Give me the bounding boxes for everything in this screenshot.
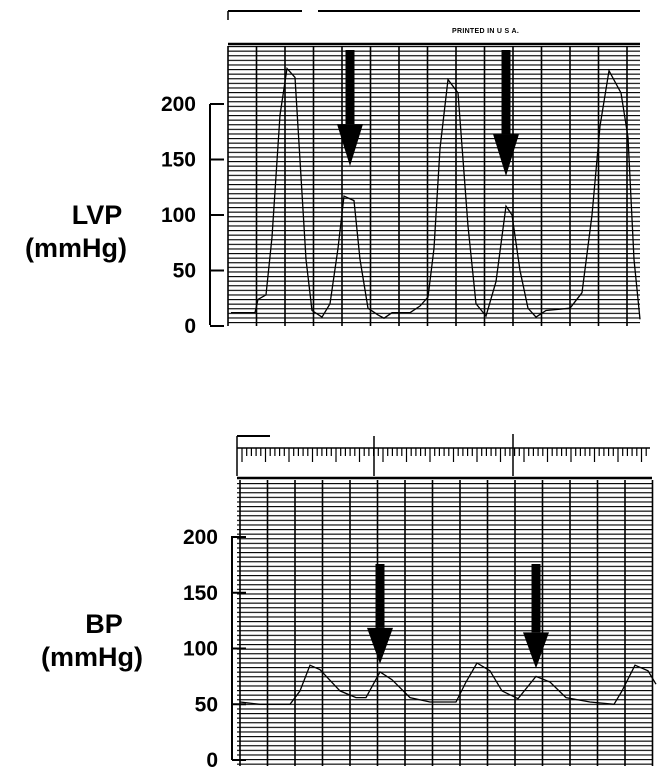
bp-ylabel-line2: (mmHg) (41, 642, 143, 672)
lvp-trace (231, 67, 641, 320)
y-tick-label: 0 (184, 315, 196, 338)
bp-y-ticks: 0 50 100 150 200 (183, 526, 246, 770)
y-tick-label: 100 (183, 638, 218, 661)
lvp-vertical-grid (227, 46, 628, 326)
y-tick-label: 50 (173, 260, 196, 283)
lvp-grid (228, 46, 640, 326)
marker-arrow (523, 564, 549, 669)
y-tick-label: 200 (161, 93, 196, 116)
bp-panel: 0 50 100 150 200 BP (mmHg) (41, 434, 657, 770)
bp-arrows (367, 564, 549, 669)
paper-header-text: PRINTED IN U S A. (452, 28, 519, 35)
bp-ylabel-line1: BP (85, 609, 123, 639)
y-tick-label: 150 (161, 149, 196, 172)
y-tick-label: 0 (206, 749, 218, 770)
y-tick-label: 50 (195, 693, 218, 716)
y-tick-label: 100 (161, 204, 196, 227)
lvp-ylabel-line2: (mmHg) (25, 233, 127, 263)
bp-grid (237, 480, 652, 766)
bp-vertical-grid (239, 480, 654, 766)
bp-trace (239, 662, 657, 705)
marker-arrow (337, 50, 363, 167)
lvp-ylabel-line1: LVP (72, 200, 123, 230)
lvp-arrows (337, 50, 519, 177)
y-tick-label: 150 (183, 582, 218, 605)
y-tick-label: 200 (183, 526, 218, 549)
lvp-panel: PRINTED IN U S A. 0 50 100 150 200 LVP (mmHg… (25, 10, 641, 338)
marker-arrow (493, 50, 519, 177)
marker-arrow (367, 564, 393, 664)
bp-time-ruler (241, 448, 647, 462)
lvp-y-ticks: 0 50 100 150 200 (161, 93, 224, 338)
